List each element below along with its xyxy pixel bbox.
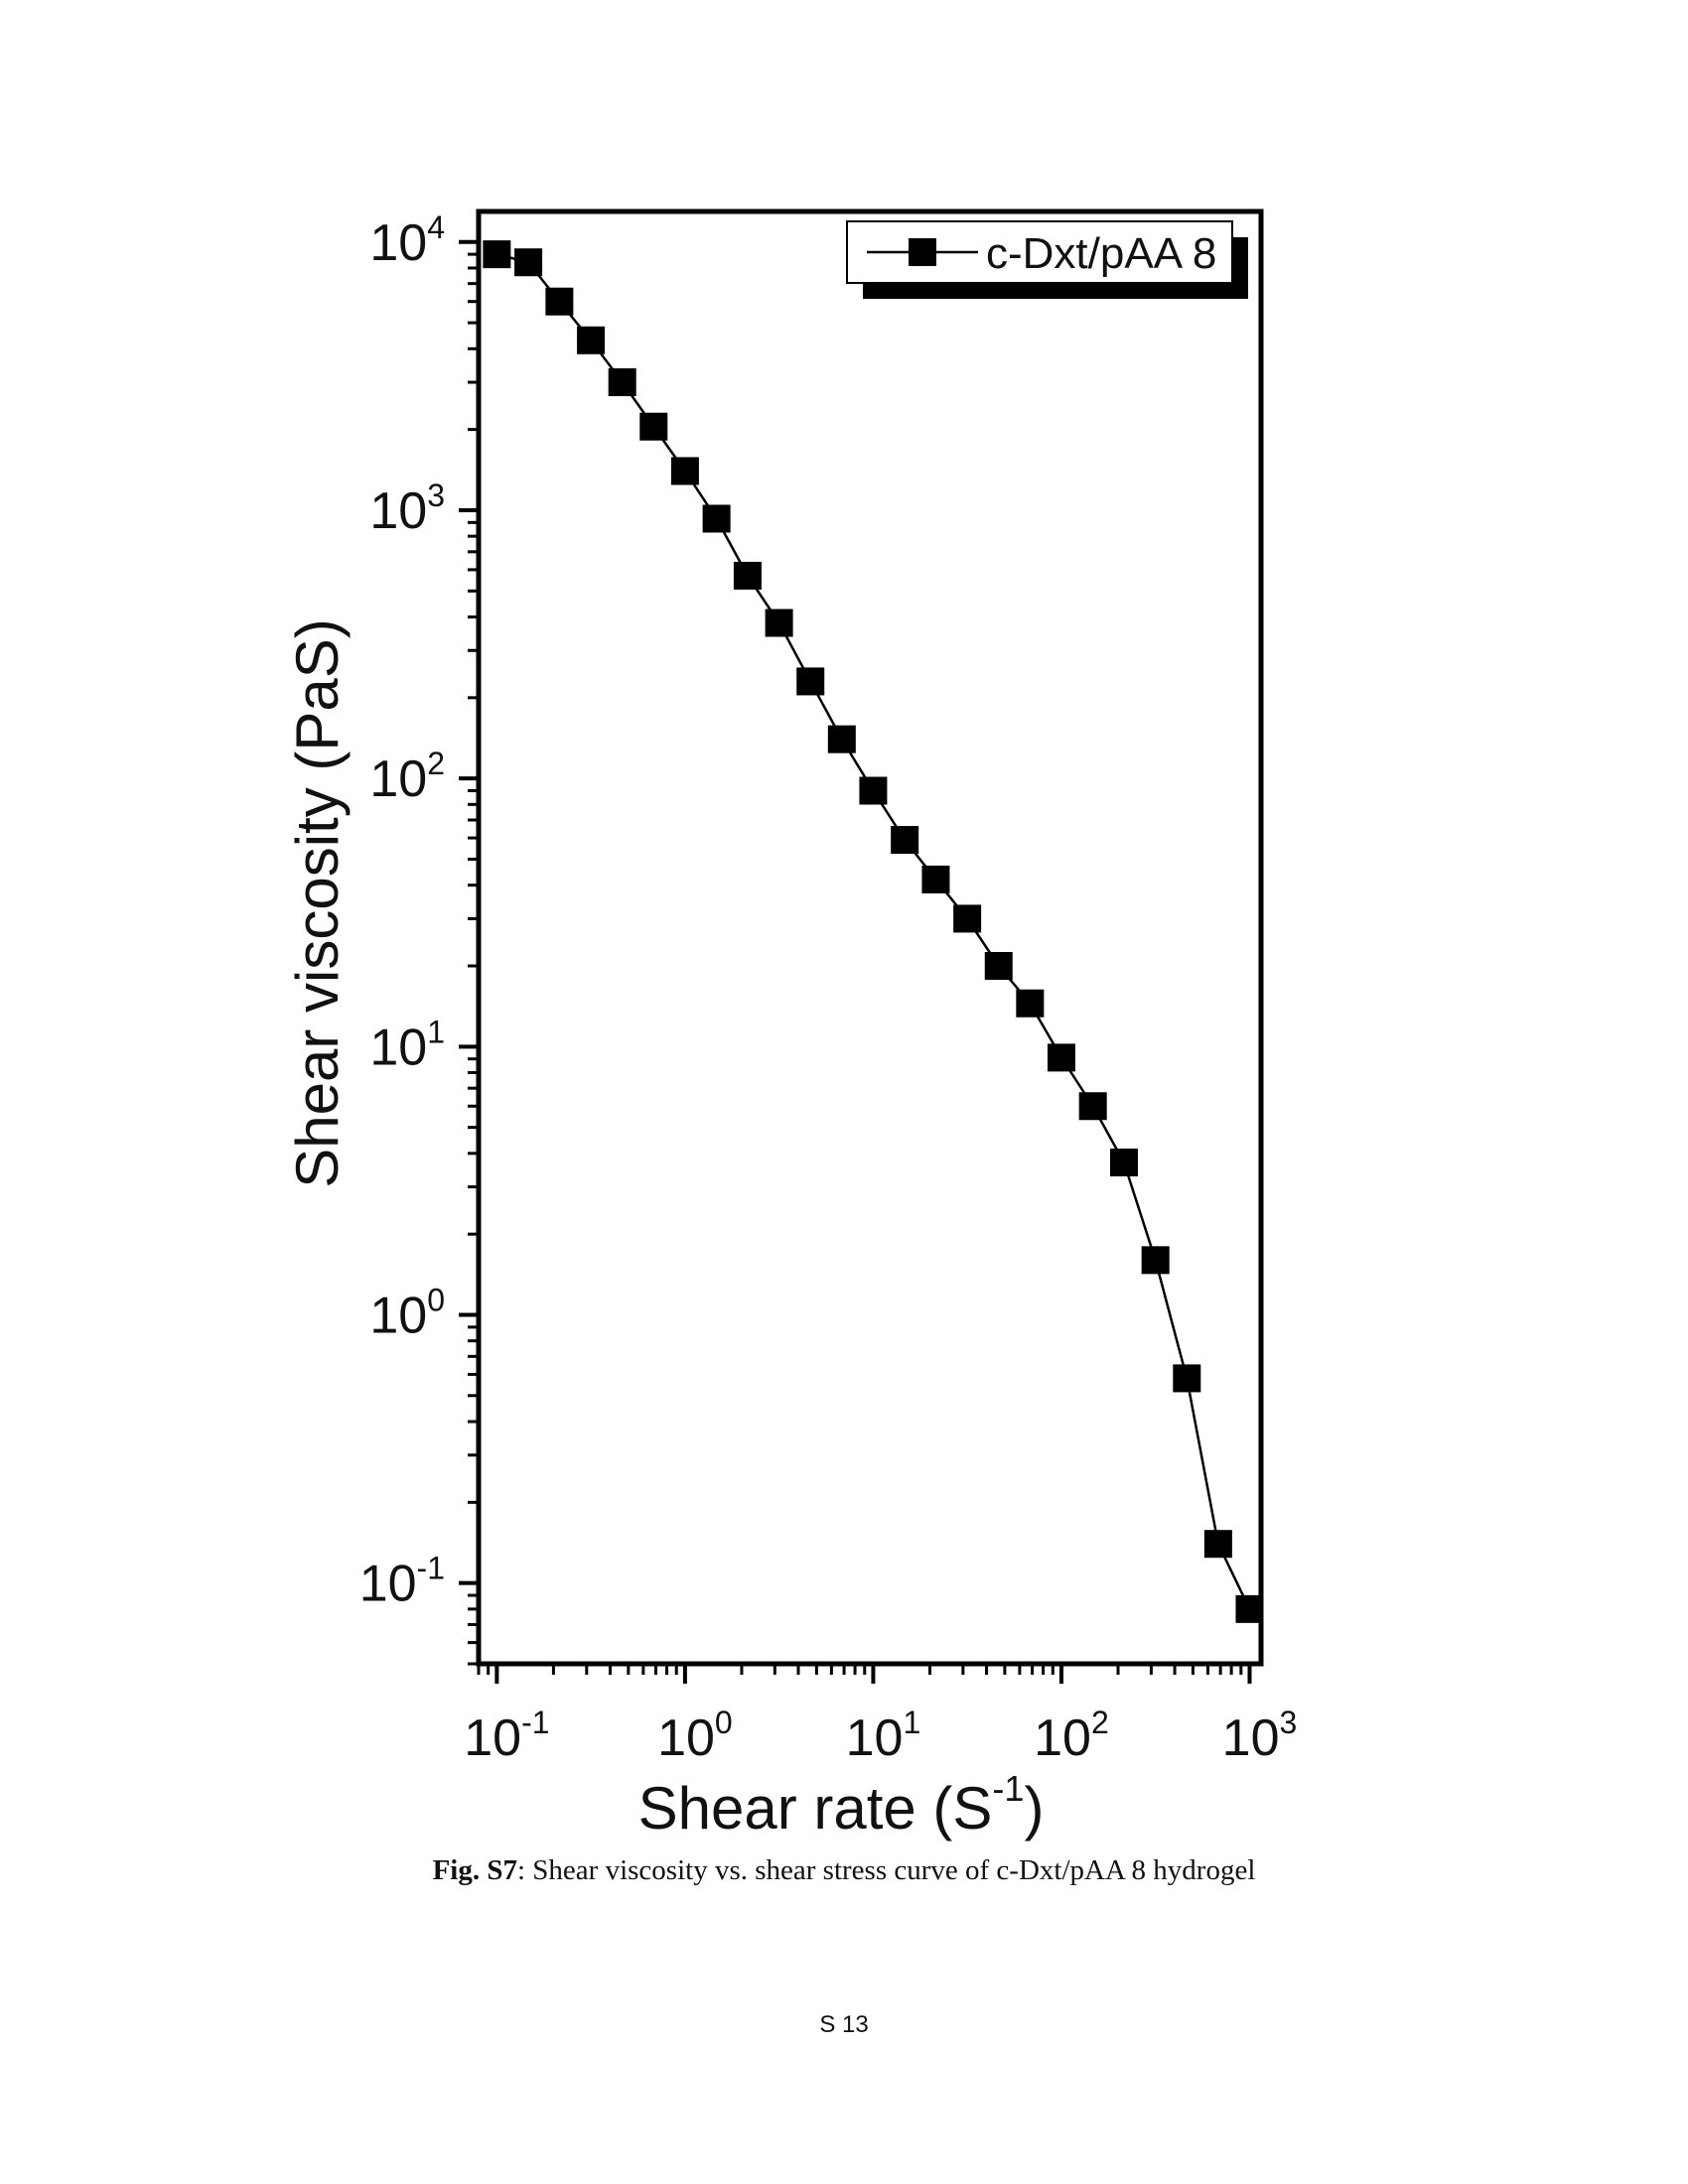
y-tick-label: 10-1 — [359, 1551, 445, 1613]
caption-label: Fig. S7 — [432, 1854, 517, 1886]
figure-caption: Fig. S7: Shear viscosity vs. shear stres… — [0, 1854, 1688, 1887]
data-point — [921, 865, 950, 893]
data-point — [1047, 1043, 1075, 1072]
x-tick-label: 103 — [1222, 1705, 1298, 1767]
data-point — [859, 776, 888, 805]
data-point — [514, 248, 543, 277]
data-point — [891, 826, 919, 855]
data-point — [608, 368, 636, 397]
data-point — [953, 904, 982, 933]
data-point — [670, 457, 699, 485]
x-tick-label: 100 — [657, 1705, 733, 1767]
y-tick-label: 102 — [369, 746, 445, 808]
data-point — [733, 561, 762, 590]
x-tick-label: 101 — [846, 1705, 921, 1767]
data-point — [984, 951, 1013, 980]
data-point — [1235, 1594, 1264, 1623]
y-axis-title: Shear viscosity (PaS) — [284, 618, 351, 1188]
x-axis-title-suffix: ) — [1024, 1775, 1044, 1842]
data-point — [639, 412, 668, 441]
data-point — [1016, 989, 1045, 1018]
y-tick-label: 101 — [369, 1014, 445, 1076]
data-point — [1078, 1092, 1107, 1121]
data-point — [827, 725, 856, 753]
y-tick-label: 100 — [369, 1282, 445, 1344]
data-point — [483, 240, 511, 269]
legend-label: c-Dxt/pAA 8 — [986, 229, 1216, 278]
data-point — [1141, 1246, 1170, 1275]
page-number: S 13 — [819, 2011, 869, 2038]
y-tick-label: 104 — [369, 209, 445, 272]
y-tick-label: 103 — [369, 478, 445, 540]
caption-text: : Shear viscosity vs. shear stress curve… — [517, 1854, 1256, 1886]
x-axis-title-text: Shear rate (S — [638, 1775, 993, 1842]
x-tick-label: 102 — [1034, 1705, 1109, 1767]
data-point — [796, 667, 825, 696]
x-tick-label: 10-1 — [464, 1705, 549, 1767]
data-point — [545, 287, 574, 316]
data-point — [577, 326, 606, 354]
series-line — [496, 252, 1251, 1610]
x-axis-title: Shear rate (S-1) — [638, 1768, 1045, 1842]
data-point — [702, 504, 731, 533]
data-point — [765, 609, 793, 637]
legend-marker — [909, 238, 936, 266]
data-point — [1203, 1530, 1232, 1559]
data-point — [1173, 1364, 1201, 1393]
data-point — [1109, 1148, 1138, 1176]
x-axis-title-exponent: -1 — [992, 1768, 1024, 1809]
plot-frame — [476, 208, 1264, 1667]
plot-area: 10-1 100 101 102 103 104 10-1 100 101 102 103 c-Dxt… — [359, 208, 1298, 1767]
